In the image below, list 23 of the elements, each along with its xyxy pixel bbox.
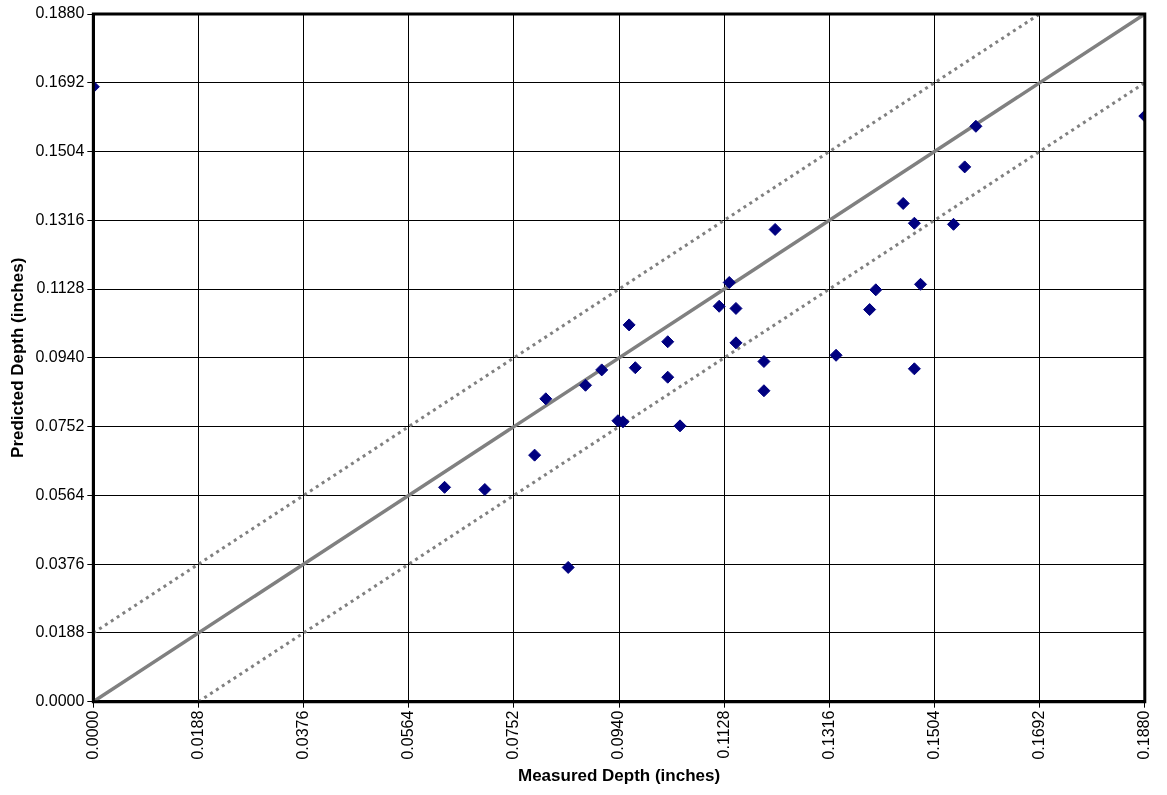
x-tick-label: 0.0376 xyxy=(294,710,312,760)
y-tick-label: 0.0376 xyxy=(35,554,85,572)
x-tick-label: 0.1128 xyxy=(714,710,732,759)
x-tick-label: 0.0752 xyxy=(504,710,522,760)
x-tick-label: 0.1880 xyxy=(1135,710,1153,760)
y-tick-label: 0.1504 xyxy=(35,141,85,159)
y-tick-label: 0.1316 xyxy=(35,210,85,228)
y-tick-label: 0.0752 xyxy=(35,417,85,434)
x-tick-label: 0.1692 xyxy=(1030,710,1048,760)
x-tick-label: 0.0188 xyxy=(188,710,206,760)
x-axis-title: Measured Depth (inches) xyxy=(517,766,721,786)
x-tick-label: 0.0564 xyxy=(399,710,417,760)
y-tick-label: 0.1880 xyxy=(35,4,85,22)
y-tick-label: 0.0940 xyxy=(35,348,85,366)
x-tick-label: 0.1316 xyxy=(819,710,837,760)
y-tick-label: 0.0188 xyxy=(35,623,85,641)
x-tick-label: 0.0940 xyxy=(609,710,627,760)
y-tick-label: 0.0000 xyxy=(35,692,85,710)
y-tick-label: 0.1128 xyxy=(36,279,85,297)
x-tick-label: 0.1504 xyxy=(924,710,942,760)
y-tick-label: 0.0564 xyxy=(35,485,85,503)
y-axis-title: Predicted Depth (inches) xyxy=(7,257,27,458)
y-tick-label: 0.1692 xyxy=(35,73,85,91)
